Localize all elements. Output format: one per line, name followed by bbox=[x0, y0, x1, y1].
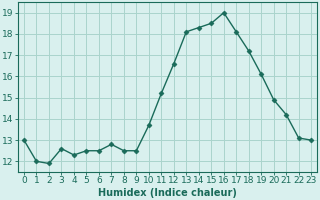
X-axis label: Humidex (Indice chaleur): Humidex (Indice chaleur) bbox=[98, 188, 237, 198]
